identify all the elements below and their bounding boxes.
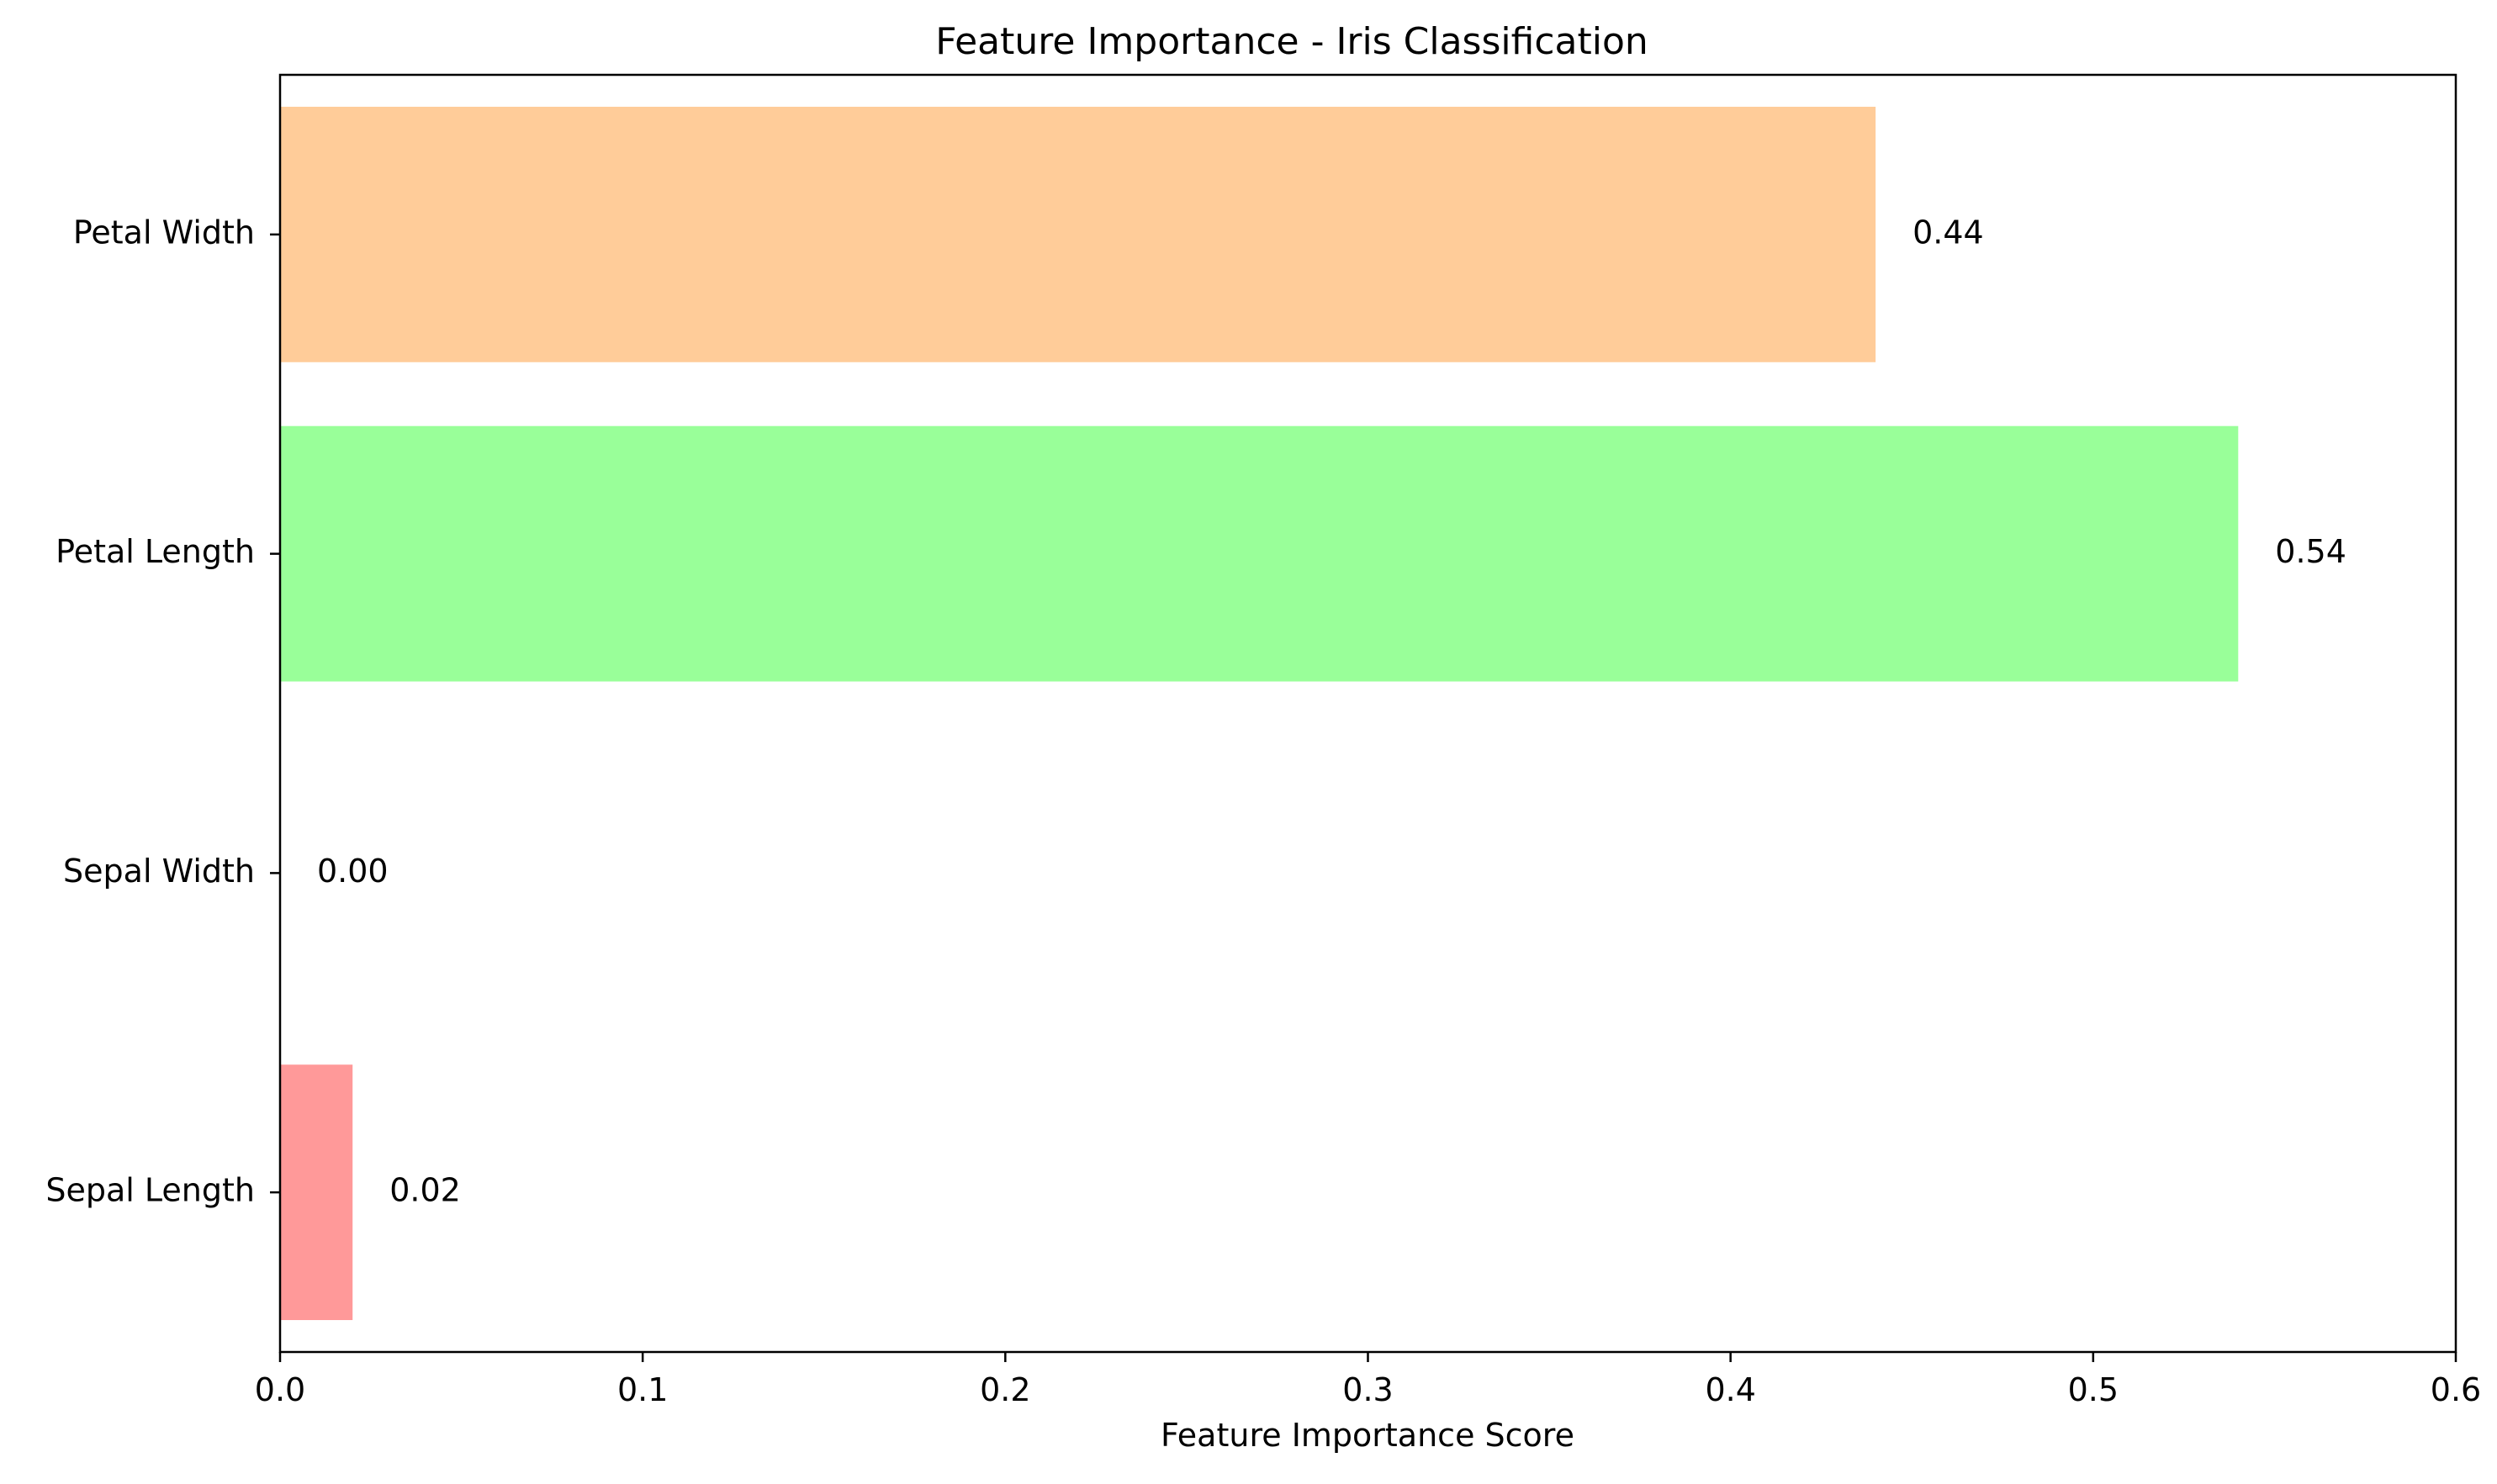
x-axis-label: Feature Importance Score [1161,1417,1574,1454]
y-tick-label-petal-length: Petal Length [56,533,255,570]
bar-sepal-length [280,1064,353,1321]
chart-title: Feature Importance - Iris Classification [935,20,1648,63]
x-tick-label: 0.1 [617,1371,668,1408]
x-tick-label: 0.0 [255,1371,305,1408]
bar-petal-width [280,106,1876,362]
x-tick-label: 0.5 [2068,1371,2119,1408]
bar-petal-length [280,425,2239,682]
value-labels-group: 0.02 0.00 0.54 0.44 [317,214,2346,1208]
value-label-sepal-length: 0.02 [389,1172,461,1209]
y-tick-label-petal-width: Petal Width [73,214,255,251]
x-tick-label: 0.6 [2431,1371,2481,1408]
value-label-sepal-width: 0.00 [317,853,389,890]
y-tick-label-sepal-width: Sepal Width [63,853,255,890]
x-axis: 0.0 0.1 0.2 0.3 0.4 0.5 0.6 [255,1352,2481,1408]
y-axis: Sepal Length Sepal Width Petal Length Petal… [45,214,280,1209]
x-tick-label: 0.2 [980,1371,1030,1408]
bars-group [280,106,2239,1321]
value-label-petal-width: 0.44 [1912,214,1984,251]
x-tick-label: 0.4 [1705,1371,1755,1408]
x-tick-label: 0.3 [1342,1371,1393,1408]
y-tick-label-sepal-length: Sepal Length [45,1172,255,1209]
value-label-petal-length: 0.54 [2275,533,2346,570]
